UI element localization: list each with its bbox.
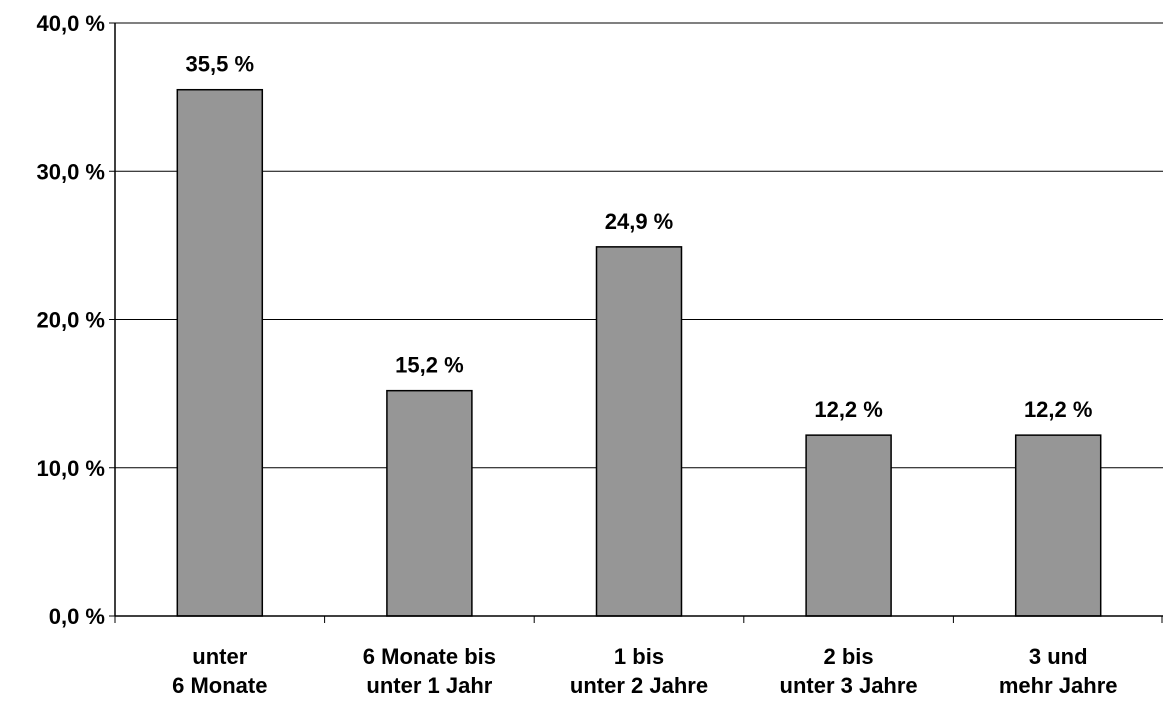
x-tick-label: 1 bis [614,644,664,669]
axes [109,22,1163,623]
data-label: 35,5 % [186,52,255,77]
bars [176,88,1102,617]
x-tick-label: unter 2 Jahre [570,673,708,698]
y-tick-label: 0,0 % [49,604,105,629]
y-tick-label: 10,0 % [37,456,106,481]
data-label: 12,2 % [814,397,883,422]
x-tick-label: mehr Jahre [999,673,1118,698]
y-tick-label: 40,0 % [37,11,106,36]
data-label: 15,2 % [395,353,464,378]
bar [386,389,473,617]
x-tick-label: 6 Monate bis [363,644,496,669]
x-tick-label: 3 und [1029,644,1088,669]
bar [595,246,683,617]
labels: 0,0 % 10,0 % 20,0 % 30,0 % 40,0 % 35,5 % 15,2 … [37,11,1118,698]
bar [805,434,892,617]
bar [1014,434,1102,617]
y-tick-label: 20,0 % [37,308,106,333]
bar [176,88,264,617]
x-tick-label: 2 bis [824,644,874,669]
x-tick-label: unter 1 Jahr [366,673,492,698]
data-label: 24,9 % [605,209,674,234]
x-tick-label: 6 Monate [172,673,267,698]
y-tick-label: 30,0 % [37,159,106,184]
data-label: 12,2 % [1024,397,1093,422]
x-tick-label: unter 3 Jahre [780,673,918,698]
x-tick-label: unter [192,644,247,669]
